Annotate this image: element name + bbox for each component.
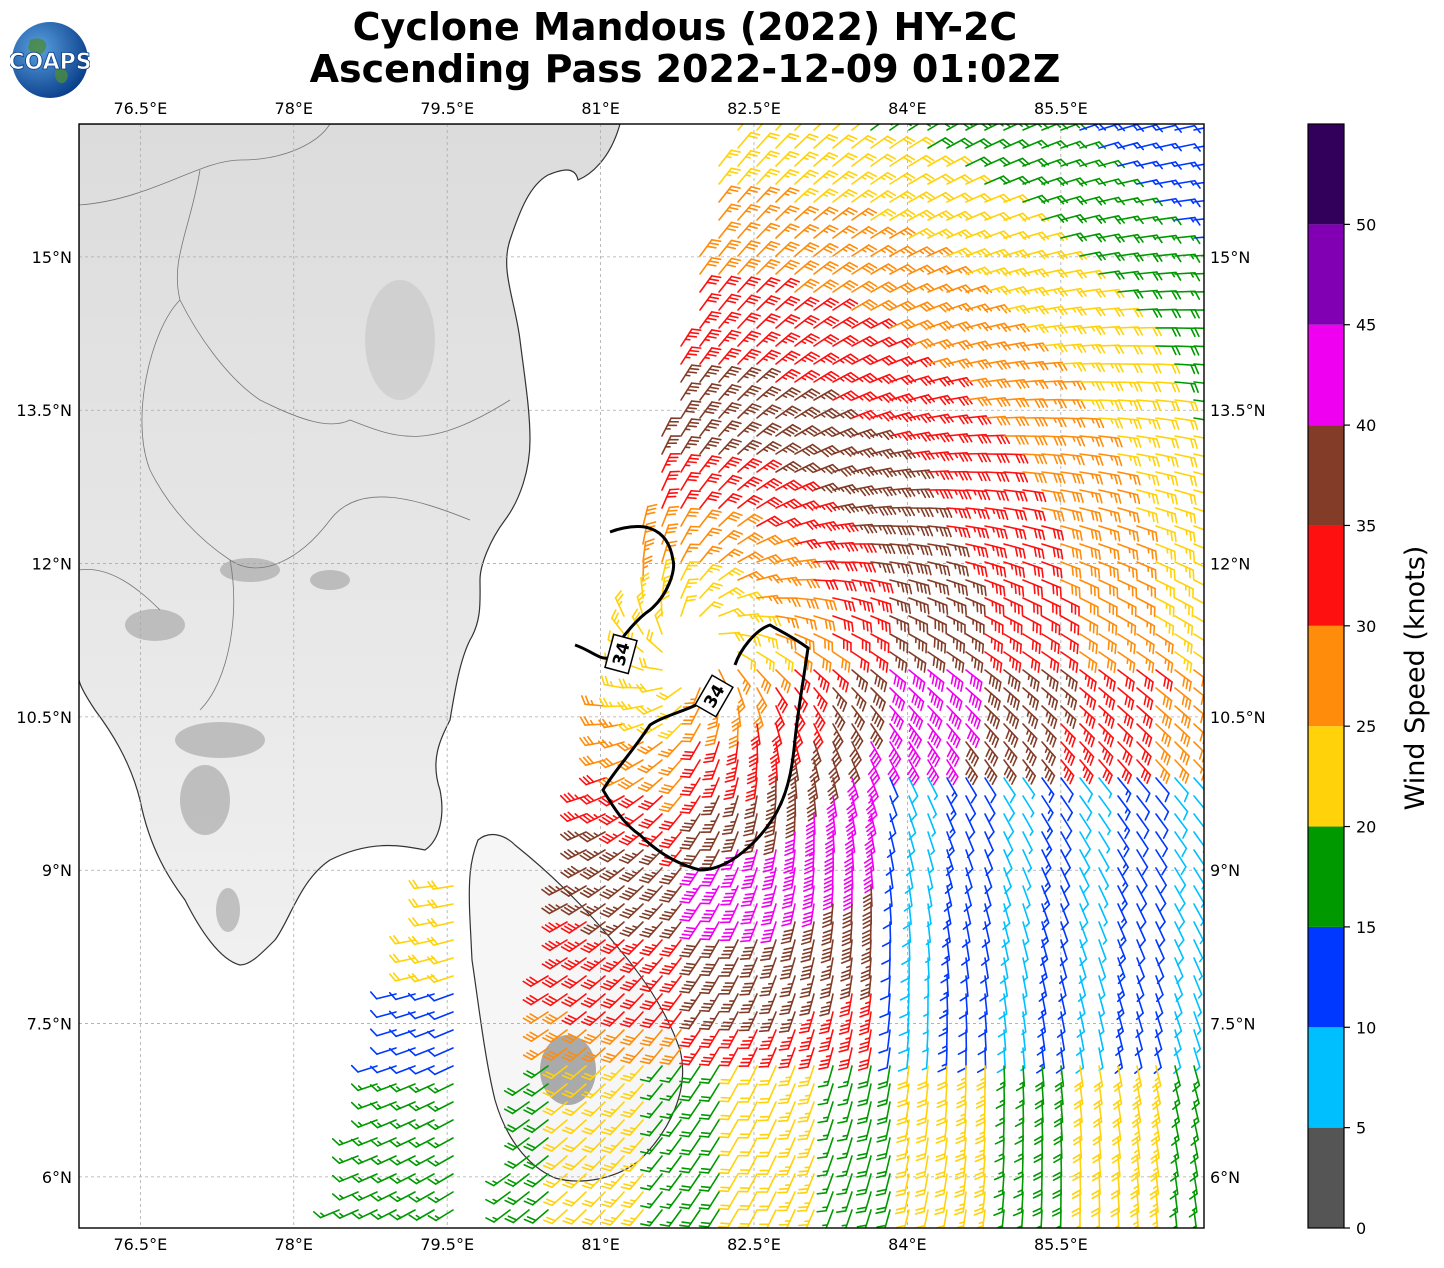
title-line-2: Ascending Pass 2022-12-09 01:02Z — [160, 48, 1210, 90]
colorbar-ticks: 0 5 10 15 20 25 30 35 40 45 50 — [1344, 215, 1376, 1238]
lat-tick-label: 10.5°N — [16, 708, 72, 727]
lon-tick-label: 76.5°E — [113, 1235, 167, 1254]
lon-labels-top: 76.5°E 78°E 79.5°E 81°E 82.5°E 84°E 85.5°E — [113, 99, 1087, 118]
colorbar-swatch — [1308, 224, 1344, 324]
lat-tick-label: 15°N — [1210, 248, 1250, 267]
lat-tick-label: 12°N — [32, 555, 72, 574]
lat-tick-label: 6°N — [42, 1168, 72, 1187]
colorbar-tick-label: 30 — [1356, 617, 1376, 636]
lat-tick-label: 6°N — [1210, 1168, 1240, 1187]
colorbar-swatch — [1308, 626, 1344, 726]
colorbar-swatch — [1308, 124, 1344, 224]
colorbar-tick-label: 40 — [1356, 416, 1376, 435]
colorbar-swatch — [1308, 1027, 1344, 1127]
lat-tick-label: 12°N — [1210, 555, 1250, 574]
lat-tick-label: 13.5°N — [16, 401, 72, 420]
lon-tick-label: 79.5°E — [420, 99, 474, 118]
colorbar-swatch — [1308, 425, 1344, 525]
colorbar-tick-label: 35 — [1356, 516, 1376, 535]
lat-tick-label: 7.5°N — [27, 1015, 72, 1034]
lon-tick-label: 76.5°E — [113, 99, 167, 118]
lat-tick-label: 10.5°N — [1210, 708, 1266, 727]
lon-tick-label: 81°E — [581, 99, 619, 118]
colorbar-swatch — [1308, 827, 1344, 927]
lon-tick-label: 82.5°E — [727, 99, 781, 118]
colorbar-swatch — [1308, 726, 1344, 826]
colorbar-tick-label: 5 — [1356, 1119, 1366, 1138]
colorbar-tick-label: 20 — [1356, 818, 1376, 837]
lat-tick-label: 15°N — [32, 248, 72, 267]
colorbar-tick-label: 10 — [1356, 1018, 1376, 1037]
lon-tick-label: 85.5°E — [1034, 99, 1088, 118]
lon-tick-label: 84°E — [888, 1235, 926, 1254]
colorbar-tick-label: 15 — [1356, 918, 1376, 937]
logo-text: COAPS — [10, 50, 90, 75]
lat-tick-label: 9°N — [42, 861, 72, 880]
colorbar-tick-label: 0 — [1356, 1219, 1366, 1238]
lat-tick-label: 13.5°N — [1210, 401, 1266, 420]
map-title: Cyclone Mandous (2022) HY-2C Ascending P… — [160, 6, 1210, 90]
lon-tick-label: 84°E — [888, 99, 926, 118]
lat-labels-right: 15°N 13.5°N 12°N 10.5°N 9°N 7.5°N 6°N — [1210, 248, 1266, 1187]
lat-labels-left: 15°N 13.5°N 12°N 10.5°N 9°N 7.5°N 6°N — [16, 248, 72, 1187]
colorbar-tick-label: 45 — [1356, 316, 1376, 335]
colorbar — [1308, 124, 1344, 1228]
lon-tick-label: 78°E — [275, 1235, 313, 1254]
lon-tick-label: 85.5°E — [1034, 1235, 1088, 1254]
lon-tick-label: 81°E — [581, 1235, 619, 1254]
colorbar-tick-label: 50 — [1356, 215, 1376, 234]
title-line-1: Cyclone Mandous (2022) HY-2C — [160, 6, 1210, 48]
colorbar-swatch — [1308, 1128, 1344, 1228]
colorbar-tick-label: 25 — [1356, 717, 1376, 736]
lat-tick-label: 9°N — [1210, 861, 1240, 880]
colorbar-swatch — [1308, 525, 1344, 625]
lon-tick-label: 79.5°E — [420, 1235, 474, 1254]
lon-labels-bottom: 76.5°E 78°E 79.5°E 81°E 82.5°E 84°E 85.5°E — [113, 1235, 1087, 1254]
colorbar-swatch — [1308, 927, 1344, 1027]
lon-tick-label: 78°E — [275, 99, 313, 118]
lon-tick-label: 82.5°E — [727, 1235, 781, 1254]
colorbar-swatch — [1308, 325, 1344, 425]
lat-tick-label: 7.5°N — [1210, 1015, 1255, 1034]
coaps-logo: COAPS — [10, 20, 90, 100]
colorbar-label: Wind Speed (knots) — [1400, 546, 1431, 811]
